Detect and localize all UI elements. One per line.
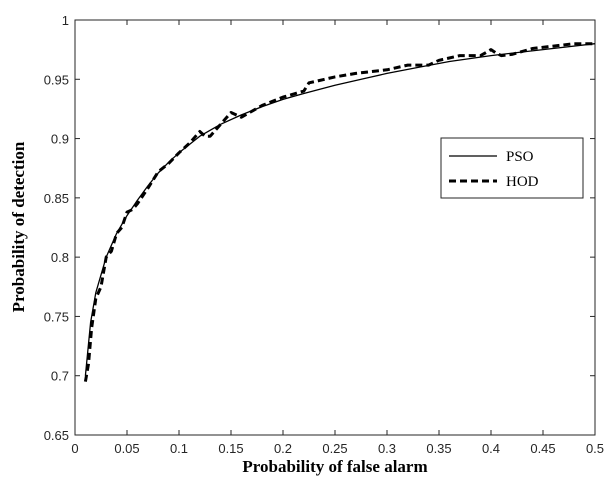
x-tick-label: 0.3 (378, 441, 396, 456)
x-tick-label: 0.25 (322, 441, 347, 456)
x-tick-label: 0.1 (170, 441, 188, 456)
x-tick-label: 0.2 (274, 441, 292, 456)
y-tick-label: 0.95 (44, 72, 69, 87)
y-tick-label: 0.65 (44, 428, 69, 443)
legend-label-hod: HOD (506, 174, 539, 190)
legend: PSO HOD (441, 138, 583, 198)
x-axis-title: Probability of false alarm (242, 457, 427, 476)
x-tick-label: 0.35 (426, 441, 451, 456)
y-tick-label: 1 (62, 13, 69, 28)
y-tick-label: 0.9 (51, 132, 69, 147)
x-tick-label: 0.15 (218, 441, 243, 456)
plot-area-frame (75, 20, 595, 435)
x-tick-label: 0.5 (586, 441, 604, 456)
x-tick-label: 0.4 (482, 441, 500, 456)
x-tick-label: 0 (71, 441, 78, 456)
legend-label-pso: PSO (506, 149, 534, 165)
x-tick-label: 0.05 (114, 441, 139, 456)
y-tick-label: 0.7 (51, 369, 69, 384)
y-tick-label: 0.85 (44, 191, 69, 206)
y-tick-label: 0.8 (51, 250, 69, 265)
x-tick-label: 0.45 (530, 441, 555, 456)
y-axis-title: Probability of detection (9, 141, 28, 312)
y-tick-label: 0.75 (44, 309, 69, 324)
